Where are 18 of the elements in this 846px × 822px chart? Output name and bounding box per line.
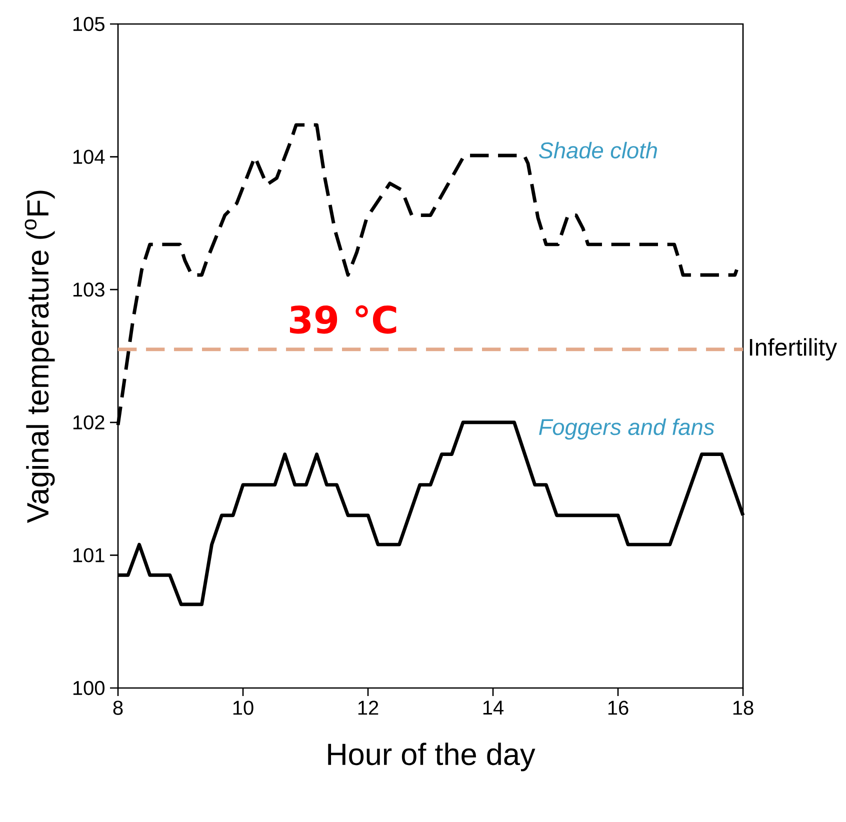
x-tick-label: 14: [483, 700, 504, 714]
x-tick-label: 10: [233, 700, 254, 715]
x-axis-title: Hour of the day: [328, 742, 536, 772]
series-label: Foggers and fans: [539, 418, 714, 440]
x-tick-label: 12: [358, 700, 378, 715]
ref-line-label: Infertility: [750, 338, 838, 361]
y-tick-label: 103: [73, 282, 104, 297]
x-tick-label: 16: [608, 700, 628, 715]
series-label: Shade cloth: [538, 142, 657, 158]
y-tick-label: 102: [73, 415, 104, 430]
x-tick-label: 18: [733, 700, 754, 715]
x-tick-label: 8: [113, 700, 123, 715]
y-tick-label: 101: [73, 548, 104, 562]
y-tick-label: 104: [73, 150, 105, 164]
annotation: 39 °C: [290, 305, 396, 334]
y-axis-title: Vaginal temperature ($^{o}$F): [24, 190, 55, 523]
y-tick-label: 100: [73, 680, 104, 696]
y-tick-label: 105: [73, 16, 104, 32]
